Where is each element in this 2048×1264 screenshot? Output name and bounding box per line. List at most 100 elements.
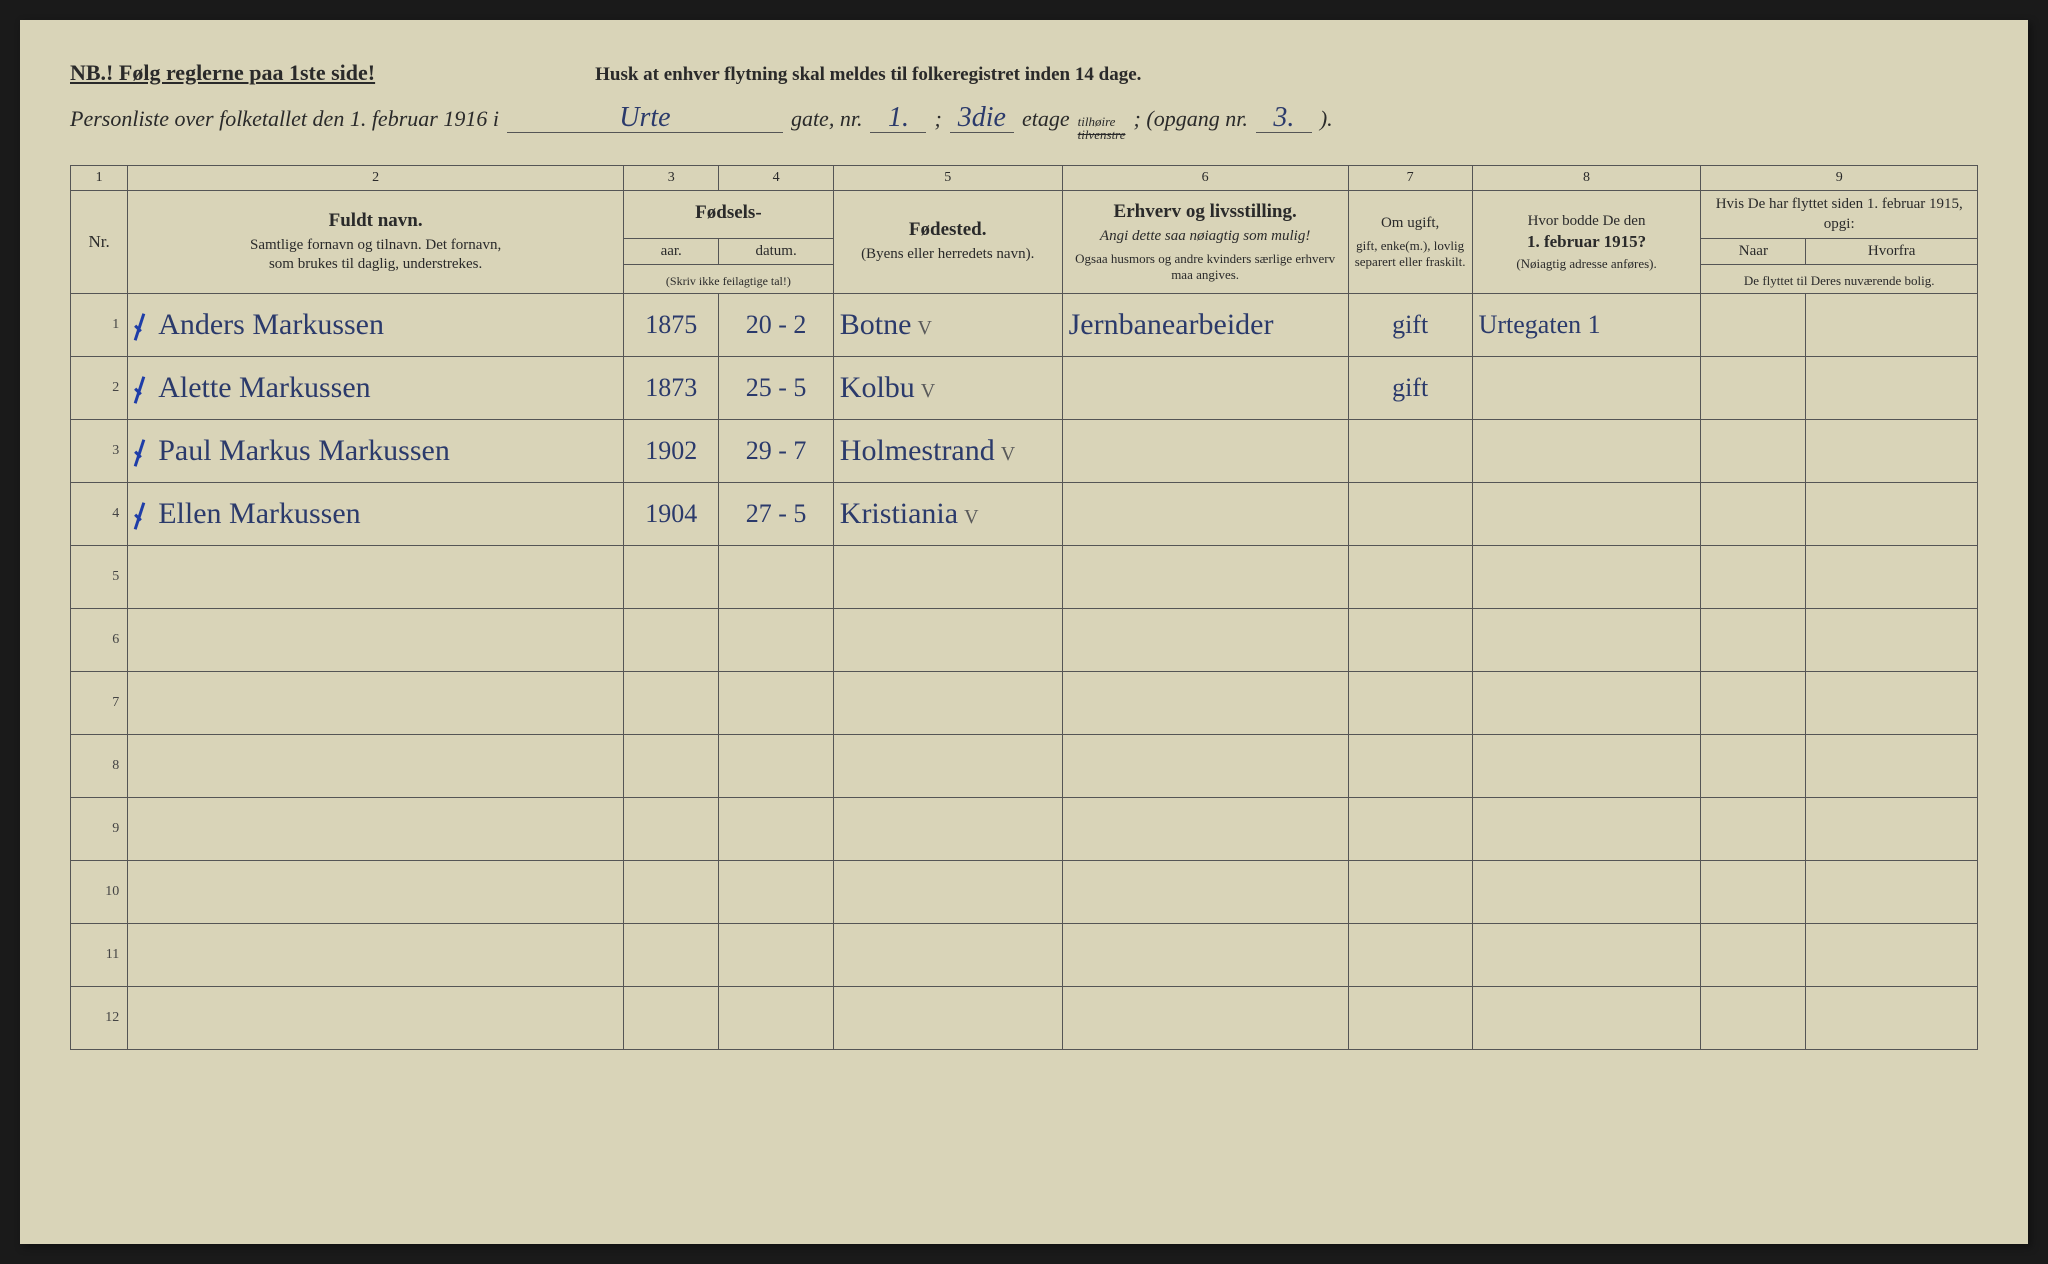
- etage-label: etage: [1022, 106, 1070, 132]
- row-date: [719, 609, 833, 672]
- col-hvorfra: Hvorfra: [1806, 239, 1978, 265]
- row-nr: 6: [71, 609, 128, 672]
- row-occupation: [1062, 672, 1348, 735]
- hvorfra-label: Hvorfra: [1868, 243, 1915, 259]
- ugift-title: Om ugift,: [1355, 214, 1466, 234]
- row-nr: 7: [71, 672, 128, 735]
- row-naar: [1701, 546, 1806, 609]
- row-year: 1873: [624, 357, 719, 420]
- row-place: [833, 987, 1062, 1050]
- row-place: [833, 546, 1062, 609]
- row-prev-address: [1472, 357, 1701, 420]
- colnum-5: 5: [833, 166, 1062, 191]
- row-hvorfra: [1806, 735, 1978, 798]
- col-name: Fuldt navn. Samtlige fornavn og tilnavn.…: [128, 191, 624, 294]
- table-row: 9: [71, 798, 1978, 861]
- row-prev-address: [1472, 987, 1701, 1050]
- row-hvorfra: [1806, 420, 1978, 483]
- row-nr: 8: [71, 735, 128, 798]
- row-prev-address: [1472, 861, 1701, 924]
- table-row: 3Paul Markus Markussen190229 - 7Holmestr…: [71, 420, 1978, 483]
- row-occupation: [1062, 924, 1348, 987]
- row-place: [833, 861, 1062, 924]
- erhverv-sub1: Angi dette saa nøiagtig som mulig!: [1069, 227, 1342, 247]
- row-occupation: [1062, 357, 1348, 420]
- row-hvorfra: [1806, 798, 1978, 861]
- row-year: [624, 861, 719, 924]
- col-skriv: (Skriv ikke feilagtige tal!): [624, 265, 834, 294]
- row-prev-address: [1472, 672, 1701, 735]
- row-status: [1348, 861, 1472, 924]
- row-name-cell: Paul Markus Markussen: [128, 420, 624, 483]
- row-place: [833, 735, 1062, 798]
- opgang-nr-fill: 3.: [1256, 104, 1312, 133]
- row-naar: [1701, 420, 1806, 483]
- naar-label: Naar: [1739, 243, 1768, 259]
- row-prev-address: [1472, 924, 1701, 987]
- row-occupation: [1062, 987, 1348, 1050]
- row-status: [1348, 546, 1472, 609]
- row-naar: [1701, 987, 1806, 1050]
- nb-warning: NB.! Følg reglerne paa 1ste side!: [70, 60, 375, 86]
- personliste-prefix: Personliste over folketallet den 1. febr…: [70, 106, 499, 132]
- table-row: 1Anders Markussen187520 - 2BotneVJernban…: [71, 294, 1978, 357]
- row-date: [719, 672, 833, 735]
- check-mark-icon: [134, 313, 152, 343]
- col-bodde: Hvor bodde De den 1. februar 1915? (Nøia…: [1472, 191, 1701, 294]
- row-name-cell: [128, 798, 624, 861]
- col-ugift: Om ugift, gift, enke(m.), lovlig separer…: [1348, 191, 1472, 294]
- ugift-sub: gift, enke(m.), lovlig separert eller fr…: [1355, 238, 1466, 271]
- row-hvorfra: [1806, 924, 1978, 987]
- row-status: gift: [1348, 294, 1472, 357]
- colnum-6: 6: [1062, 166, 1348, 191]
- datum-label: datum.: [755, 243, 796, 259]
- row-name-cell: [128, 924, 624, 987]
- row-occupation: [1062, 546, 1348, 609]
- colnum-2: 2: [128, 166, 624, 191]
- row-prev-address: [1472, 546, 1701, 609]
- erhverv-title: Erhverv og livsstilling.: [1069, 201, 1342, 223]
- row-nr: 5: [71, 546, 128, 609]
- row-status: [1348, 987, 1472, 1050]
- colnum-9: 9: [1701, 166, 1978, 191]
- row-year: [624, 546, 719, 609]
- row-prev-address: [1472, 609, 1701, 672]
- row-status: [1348, 609, 1472, 672]
- gate-nr-fill: 1.: [870, 104, 926, 133]
- colnum-4: 4: [719, 166, 833, 191]
- row-date: [719, 546, 833, 609]
- table-row: 10: [71, 861, 1978, 924]
- row-occupation: [1062, 861, 1348, 924]
- row-hvorfra: [1806, 294, 1978, 357]
- erhverv-sub2: Ogsaa husmors og andre kvinders særlige …: [1069, 251, 1342, 284]
- table-row: 7: [71, 672, 1978, 735]
- row-hvorfra: [1806, 483, 1978, 546]
- opgang-close: ).: [1320, 106, 1333, 132]
- row-naar: [1701, 924, 1806, 987]
- row-occupation: Jernbanearbeider: [1062, 294, 1348, 357]
- col-fodested: Fødested. (Byens eller herredets navn).: [833, 191, 1062, 294]
- row-name: Paul Markus Markussen: [158, 434, 450, 467]
- row-name-cell: [128, 546, 624, 609]
- table-row: 4Ellen Markussen190427 - 5KristianiaV: [71, 483, 1978, 546]
- row-naar: [1701, 861, 1806, 924]
- col-flyttet-sub: De flyttet til Deres nuværende bolig.: [1701, 265, 1978, 294]
- row-place: [833, 672, 1062, 735]
- row-date: [719, 861, 833, 924]
- skriv-note: (Skriv ikke feilagtige tal!): [630, 274, 827, 289]
- flyttet-sub: De flyttet til Deres nuværende bolig.: [1707, 273, 1971, 289]
- semicolon: ;: [934, 106, 941, 132]
- table-body: 1Anders Markussen187520 - 2BotneVJernban…: [71, 294, 1978, 1050]
- row-hvorfra: [1806, 987, 1978, 1050]
- column-number-row: 1 2 3 4 5 6 7 8 9: [71, 166, 1978, 191]
- row-date: [719, 924, 833, 987]
- check-mark-icon: [134, 439, 152, 469]
- row-name-cell: [128, 861, 624, 924]
- col-flyttet-top: Hvis De har flyttet siden 1. februar 191…: [1701, 191, 1978, 239]
- colnum-7: 7: [1348, 166, 1472, 191]
- gate-label: gate, nr.: [791, 106, 863, 132]
- fodested-title: Fødested.: [840, 219, 1056, 241]
- row-date: [719, 987, 833, 1050]
- table-row: 11: [71, 924, 1978, 987]
- row-naar: [1701, 672, 1806, 735]
